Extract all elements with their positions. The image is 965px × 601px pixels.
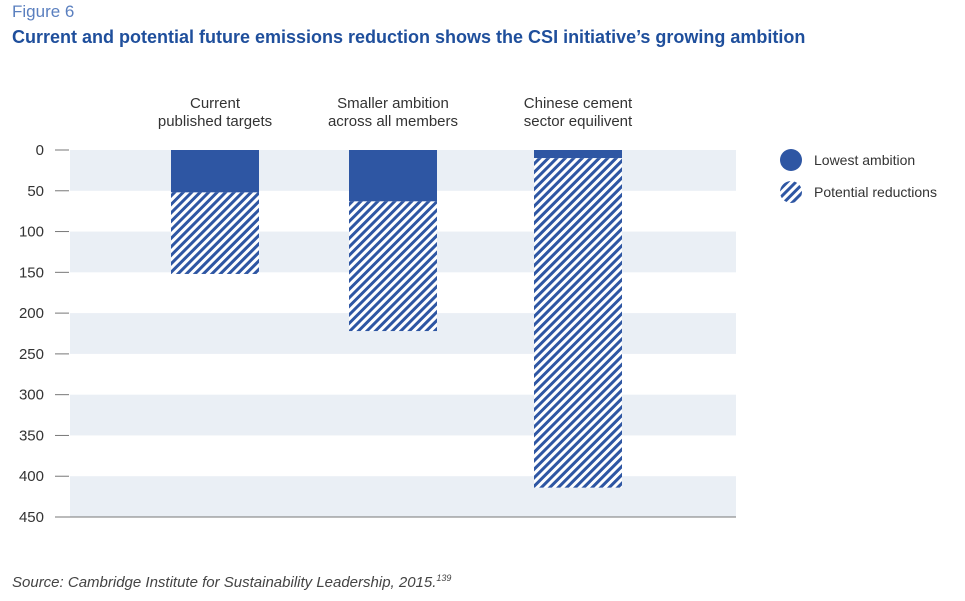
y-tick-label: 300 xyxy=(19,387,44,404)
grid-band xyxy=(70,476,736,517)
y-tick-label: 100 xyxy=(19,224,44,241)
y-tick-label: 400 xyxy=(19,468,44,485)
bar-potential-reductions xyxy=(349,201,437,332)
legend-label: Potential reductions xyxy=(814,184,937,200)
y-tick-label: 250 xyxy=(19,346,44,363)
grid-band xyxy=(70,394,736,436)
y-tick-label: 0 xyxy=(36,142,44,159)
legend: Lowest ambition Potential reductions xyxy=(780,149,937,203)
source-text: Source: Cambridge Institute for Sustaina… xyxy=(12,574,437,591)
legend-solid-swatch xyxy=(780,149,802,171)
bar-lowest-ambition xyxy=(349,150,437,202)
category-label: Chinese cement sector equilivent xyxy=(524,95,633,130)
legend-label: Lowest ambition xyxy=(814,152,915,168)
category-labels: Current published targets Smaller ambition… xyxy=(158,95,633,130)
y-tick-label: 50 xyxy=(27,183,44,200)
source-ref: 139 xyxy=(436,573,452,583)
bar-potential-reductions xyxy=(534,158,622,488)
source-note: Source: Cambridge Institute for Sustaina… xyxy=(12,573,451,591)
y-tick-label: 150 xyxy=(19,264,44,281)
figure-label: Figure 6 xyxy=(12,2,75,21)
bars xyxy=(171,150,622,488)
bar-lowest-ambition xyxy=(534,150,622,159)
bar-potential-reductions xyxy=(171,192,259,274)
chart-title: Current and potential future emissions r… xyxy=(12,27,806,47)
category-label: Current published targets xyxy=(158,95,272,130)
legend-hatch-swatch xyxy=(780,181,802,203)
y-tick-label: 200 xyxy=(19,305,44,322)
y-tick-label: 350 xyxy=(19,427,44,444)
y-axis: 0 50 100 150 200 250 300 350 400 450 xyxy=(19,142,736,526)
y-tick-label: 450 xyxy=(19,509,44,526)
category-label: Smaller ambition across all members xyxy=(328,95,458,130)
bar-lowest-ambition xyxy=(171,150,259,193)
chart-svg: 0 50 100 150 200 250 300 350 400 450 Current publi… xyxy=(19,95,937,526)
